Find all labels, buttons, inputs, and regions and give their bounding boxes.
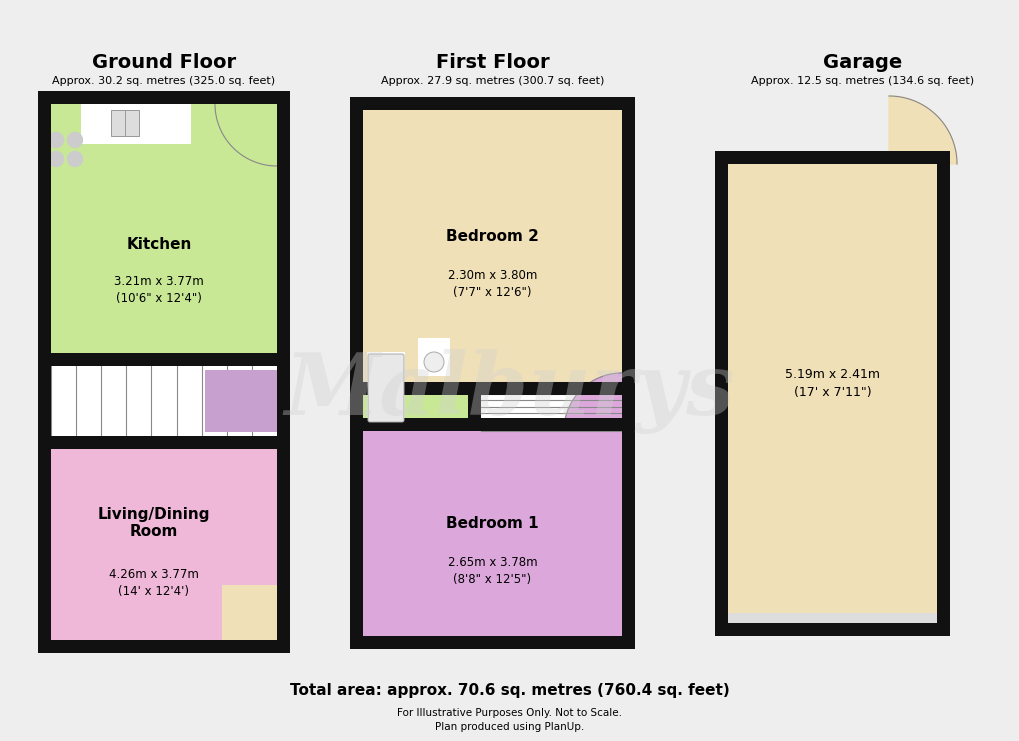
Bar — [363, 431, 622, 636]
Bar — [363, 382, 468, 431]
Text: Approx. 30.2 sq. metres (325.0 sq. feet): Approx. 30.2 sq. metres (325.0 sq. feet) — [52, 76, 275, 86]
Bar — [51, 366, 277, 436]
Bar — [350, 382, 635, 395]
Text: Approx. 12.5 sq. metres (134.6 sq. feet): Approx. 12.5 sq. metres (134.6 sq. feet) — [750, 76, 973, 86]
Bar — [51, 104, 277, 366]
FancyBboxPatch shape — [368, 354, 404, 422]
Text: 2.65m x 3.78m
(8'8" x 12'5"): 2.65m x 3.78m (8'8" x 12'5") — [447, 556, 537, 586]
Bar — [222, 585, 277, 640]
Circle shape — [49, 151, 63, 167]
Text: Plan produced using PlanUp.: Plan produced using PlanUp. — [435, 722, 584, 732]
Bar — [350, 97, 363, 649]
Circle shape — [67, 151, 83, 167]
Text: Bedroom 2: Bedroom 2 — [445, 228, 538, 244]
Text: Kitchen: Kitchen — [126, 238, 192, 253]
Bar — [38, 436, 289, 449]
Bar — [38, 91, 289, 104]
Text: Malburys: Malburys — [284, 348, 735, 433]
Text: 2.30m x 3.80m
(7'7" x 12'6"): 2.30m x 3.80m (7'7" x 12'6") — [447, 269, 537, 299]
Bar — [205, 370, 277, 432]
Circle shape — [49, 133, 63, 147]
Bar — [367, 352, 405, 424]
Polygon shape — [215, 104, 277, 166]
Text: Living/Dining
Room: Living/Dining Room — [98, 507, 210, 539]
Text: Garage: Garage — [822, 53, 901, 73]
Bar — [38, 353, 289, 366]
Bar — [350, 97, 635, 110]
Bar — [714, 623, 949, 636]
Bar — [51, 436, 277, 640]
Bar — [936, 151, 949, 636]
Bar — [38, 91, 289, 653]
Bar — [350, 636, 635, 649]
Circle shape — [424, 352, 443, 372]
Bar — [363, 110, 622, 382]
Bar — [468, 382, 481, 431]
Polygon shape — [889, 96, 956, 164]
Bar — [714, 151, 949, 164]
Bar — [363, 382, 622, 431]
Bar — [350, 97, 635, 649]
Bar — [111, 110, 139, 136]
Bar — [418, 338, 449, 376]
Bar — [728, 613, 936, 623]
Text: 5.19m x 2.41m
(17' x 7'11"): 5.19m x 2.41m (17' x 7'11") — [785, 368, 879, 399]
Bar — [81, 104, 191, 144]
Polygon shape — [564, 373, 622, 431]
Bar — [38, 640, 289, 653]
Bar — [350, 418, 635, 431]
Bar — [217, 366, 277, 434]
Bar — [622, 97, 635, 649]
Text: Bedroom 1: Bedroom 1 — [445, 516, 538, 531]
Bar — [728, 164, 936, 623]
Text: Ground Floor: Ground Floor — [92, 53, 235, 73]
Text: Total area: approx. 70.6 sq. metres (760.4 sq. feet): Total area: approx. 70.6 sq. metres (760… — [289, 683, 730, 699]
Text: 4.26m x 3.77m
(14' x 12'4'): 4.26m x 3.77m (14' x 12'4') — [109, 568, 199, 598]
Text: Approx. 27.9 sq. metres (300.7 sq. feet): Approx. 27.9 sq. metres (300.7 sq. feet) — [380, 76, 603, 86]
Text: 3.21m x 3.77m
(10'6" x 12'4"): 3.21m x 3.77m (10'6" x 12'4") — [114, 275, 204, 305]
Bar — [481, 382, 622, 431]
Bar — [38, 91, 51, 653]
Text: First Floor: First Floor — [435, 53, 549, 73]
Text: For Illustrative Purposes Only. Not to Scale.: For Illustrative Purposes Only. Not to S… — [397, 708, 622, 718]
Bar — [277, 91, 289, 653]
Circle shape — [67, 133, 83, 147]
Bar — [714, 151, 949, 636]
Bar — [714, 151, 728, 636]
